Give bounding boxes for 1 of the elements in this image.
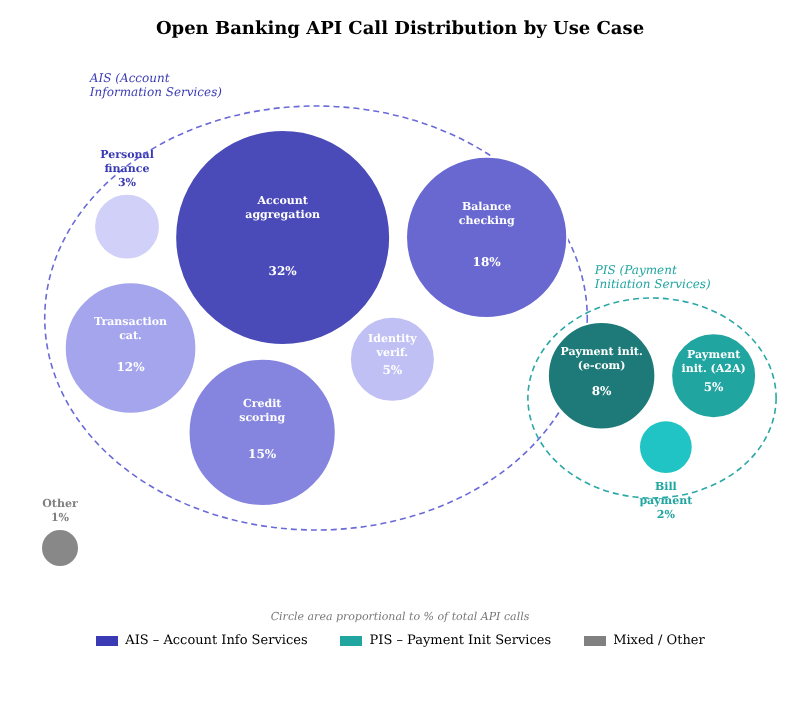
text: Open Banking API Call Distribution by Use Case <box>153 18 647 44</box>
